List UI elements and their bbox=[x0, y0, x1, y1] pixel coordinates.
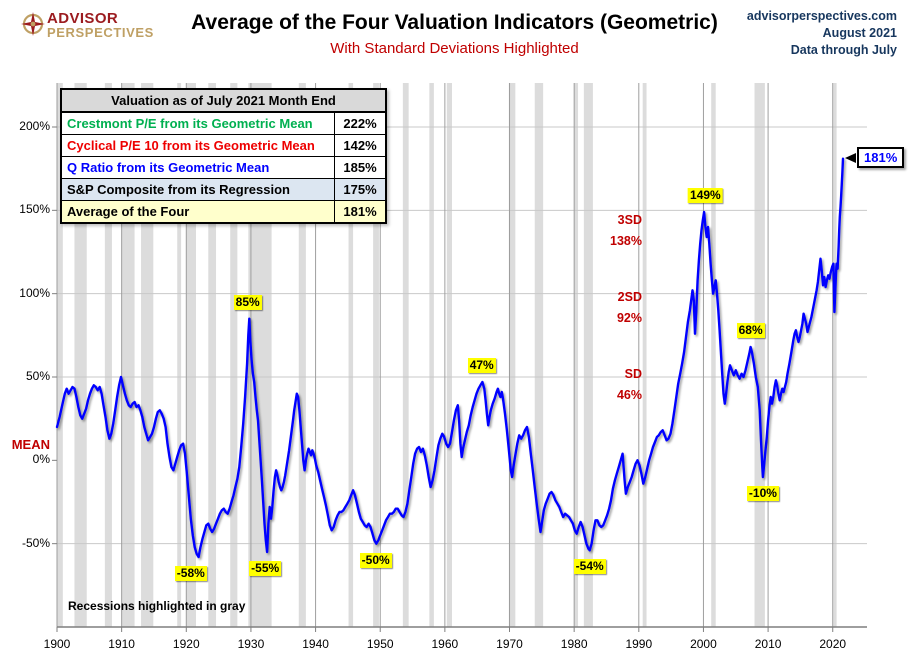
legend-row-sp-composite: S&P Composite from its Regression 175% bbox=[60, 178, 387, 201]
legend-value-sp-composite: 175% bbox=[334, 178, 387, 201]
recession-band bbox=[833, 83, 837, 627]
recession-band bbox=[402, 83, 409, 627]
recession-band bbox=[446, 83, 452, 627]
latest-value-callout: 181% bbox=[857, 147, 905, 168]
legend-label-cyclical: Cyclical P/E 10 from its Geometric Mean bbox=[60, 134, 335, 157]
recession-band bbox=[186, 83, 196, 627]
recession-band bbox=[574, 83, 579, 627]
recession-band bbox=[583, 83, 593, 627]
page-title: Average of the Four Valuation Indicators… bbox=[191, 11, 718, 34]
page-subtitle: With Standard Deviations Highlighted bbox=[330, 40, 579, 57]
source-site: advisorperspectives.com bbox=[746, 9, 897, 23]
legend-title: Valuation as of July 2021 Month End bbox=[60, 88, 387, 113]
legend-label-qratio: Q Ratio from its Geometric Mean bbox=[60, 156, 335, 179]
legend-value-cyclical: 142% bbox=[334, 134, 387, 157]
recession-band bbox=[208, 83, 217, 627]
recession-band bbox=[711, 83, 716, 627]
recession-band bbox=[298, 83, 306, 627]
recession-band bbox=[348, 83, 354, 627]
legend-row-crestmont: Crestmont P/E from its Geometric Mean 22… bbox=[60, 111, 387, 135]
legend-header-row: Valuation as of July 2021 Month End bbox=[60, 88, 387, 113]
mean-axis-label: MEAN bbox=[11, 437, 50, 452]
recession-footnote: Recessions highlighted in gray bbox=[68, 599, 246, 613]
logo-advisor-text: ADVISOR bbox=[47, 10, 119, 27]
valuation-legend-table: Valuation as of July 2021 Month End Cres… bbox=[60, 88, 387, 224]
recession-band bbox=[177, 83, 182, 627]
valuation-series-line bbox=[55, 157, 845, 559]
recession-band bbox=[754, 83, 765, 627]
logo-perspectives-text: PERSPECTIVES bbox=[47, 25, 154, 40]
source-note: Data through July bbox=[790, 43, 897, 57]
recession-band bbox=[373, 83, 379, 627]
recession-band bbox=[104, 83, 112, 627]
recession-band bbox=[642, 83, 647, 627]
callout-arrow-icon bbox=[845, 153, 856, 163]
recession-band bbox=[508, 83, 516, 627]
legend-row-qratio: Q Ratio from its Geometric Mean 185% bbox=[60, 156, 387, 179]
legend-row-average: Average of the Four 181% bbox=[60, 200, 387, 224]
advisor-perspectives-logo: ADVISOR PERSPECTIVES bbox=[20, 7, 220, 47]
legend-label-crestmont: Crestmont P/E from its Geometric Mean bbox=[60, 111, 335, 135]
source-block: advisorperspectives.com August 2021 Data… bbox=[677, 8, 897, 59]
recession-band bbox=[57, 83, 63, 627]
compass-logo-icon bbox=[21, 12, 45, 36]
legend-label-sp-composite: S&P Composite from its Regression bbox=[60, 178, 335, 201]
recession-band bbox=[534, 83, 544, 627]
legend-row-cyclical: Cyclical P/E 10 from its Geometric Mean … bbox=[60, 134, 387, 157]
legend-value-average: 181% bbox=[334, 200, 387, 224]
recession-band bbox=[429, 83, 434, 627]
recession-band bbox=[230, 83, 238, 627]
legend-value-crestmont: 222% bbox=[334, 111, 387, 135]
legend-label-average: Average of the Four bbox=[60, 200, 335, 224]
legend-value-qratio: 185% bbox=[334, 156, 387, 179]
source-date: August 2021 bbox=[822, 26, 897, 40]
